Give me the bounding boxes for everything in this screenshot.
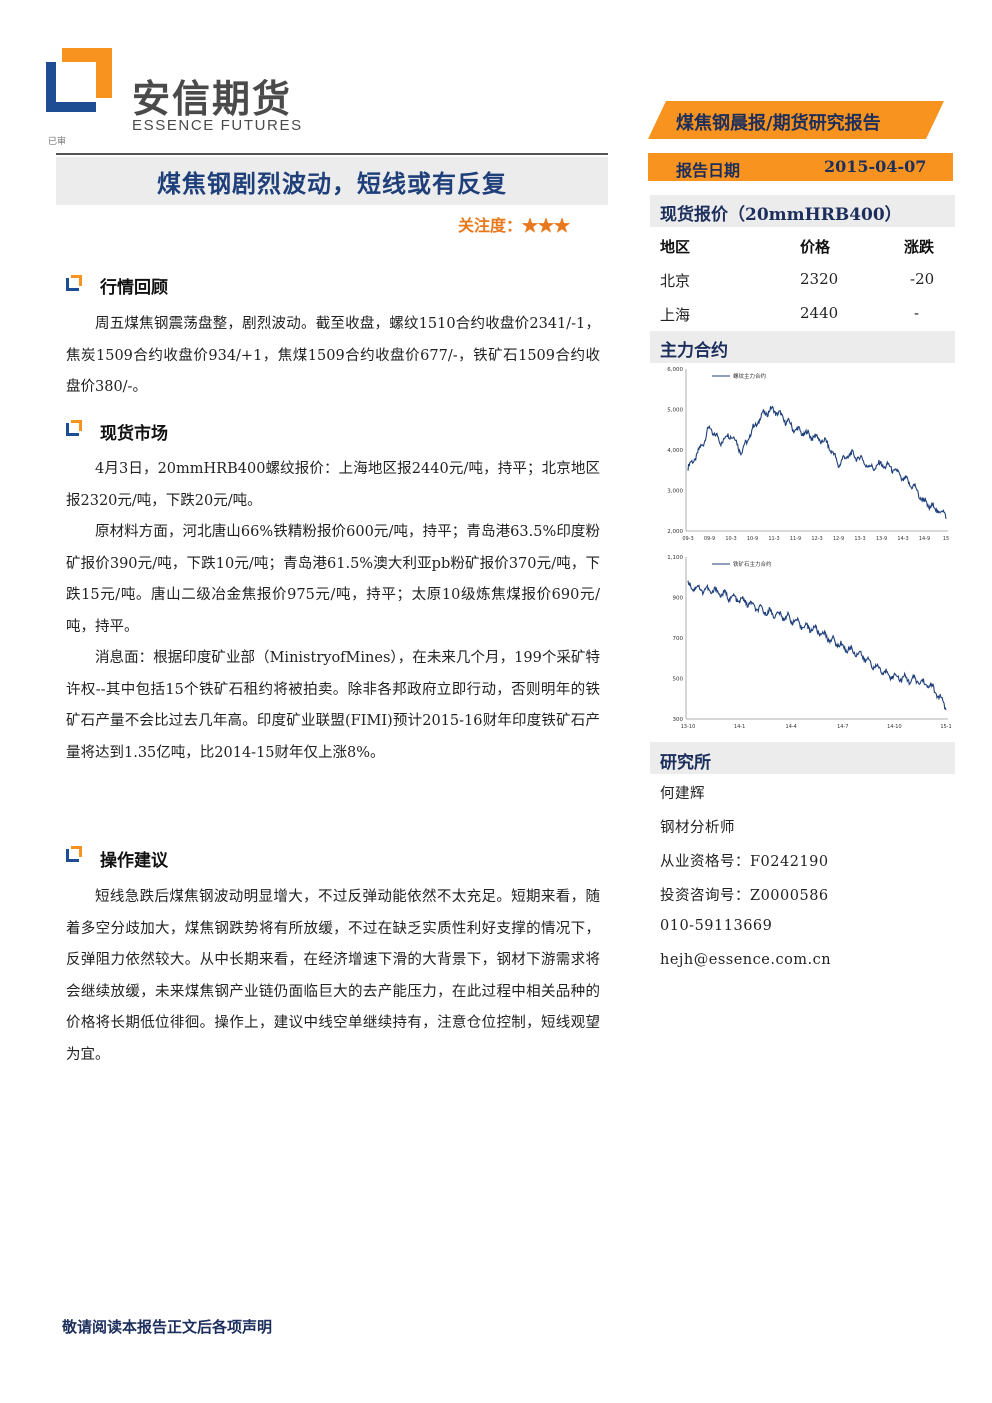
section-bullet-icon	[66, 420, 82, 436]
table-header-change: 涨跌	[904, 238, 935, 256]
attention-label: 关注度：	[458, 216, 523, 235]
review-mark: 已审	[48, 137, 67, 147]
section-bullet-icon	[66, 846, 82, 862]
chart-x-tick-label: 10-9	[747, 536, 758, 542]
chart-y-tick-label: 3,000	[667, 489, 683, 495]
spot-price-header-bar	[650, 195, 955, 227]
brand-name-en: ESSENCE FUTURES	[132, 117, 303, 134]
analyst-name: 何建辉	[660, 786, 705, 802]
chart-x-tick-label: 11-3	[768, 536, 779, 542]
chart-y-tick-label: 2,000	[667, 529, 683, 535]
table-header-region: 地区	[660, 238, 691, 256]
review-body: 周五煤焦钢震荡盘整，剧烈波动。截至收盘，螺纹1510合约收盘价2341/-1，焦…	[66, 309, 600, 404]
chart-x-tick-label: 14-10	[887, 724, 902, 730]
title-rule	[56, 153, 608, 155]
review-paragraph: 周五煤焦钢震荡盘整，剧烈波动。截至收盘，螺纹1510合约收盘价2341/-1，焦…	[66, 316, 600, 395]
brand-logo-icon	[46, 48, 112, 112]
advice-paragraph: 短线急跌后煤焦钢波动明显增大，不过反弹动能依然不太充足。短期来看，随着多空分歧加…	[66, 889, 600, 1063]
chart-x-tick-label: 11-9	[790, 536, 801, 542]
table-header-price: 价格	[800, 238, 831, 256]
institute-heading: 研究所	[660, 753, 711, 773]
chart-x-tick-label: 14-7	[837, 724, 848, 730]
chart-x-tick-label: 12-3	[811, 536, 822, 542]
section-heading-review: 行情回顾	[100, 278, 168, 298]
chart-series-line	[687, 580, 947, 711]
contracts-header-bar	[650, 331, 955, 363]
table-cell-change: -	[914, 304, 920, 322]
report-date-value: 2015-04-07	[824, 157, 927, 176]
chart-y-tick-label: 5,000	[667, 408, 683, 414]
rebar-contract-chart: 2,000 3,000 4,000 5,000 6,000 09-3 09-9 10-3 10-…	[667, 367, 949, 542]
chart-legend-label: 铁矿石主力合约	[733, 560, 772, 568]
chart-y-tick-label: 900	[673, 596, 684, 602]
spot-paragraph: 消息面：根据印度矿业部（MinistryofMines），在未来几个月，199个…	[66, 650, 600, 761]
iron-ore-contract-chart: 300 500 700 900 1,100 13-10 14-1 14-4 14-7 14-10 1…	[667, 555, 951, 730]
chart-y-tick-label: 6,000	[667, 367, 683, 373]
table-cell-price: 2440	[800, 304, 839, 322]
chart-series-line	[687, 405, 947, 519]
chart-x-tick-label: 13-10	[681, 724, 696, 730]
title-box	[56, 157, 608, 205]
report-tag-banner	[648, 101, 944, 139]
analyst-email[interactable]: hejh@essence.com.cn	[660, 952, 832, 968]
table-cell-region: 上海	[660, 306, 691, 324]
analyst-consult-number: 投资咨询号：Z0000586	[660, 888, 829, 904]
analyst-role: 钢材分析师	[660, 820, 735, 836]
analyst-phone: 010-59113669	[660, 918, 773, 934]
spot-price-heading: 现货报价（20mmHRB400）	[660, 205, 902, 225]
attention-rating: 关注度：★★★	[458, 212, 570, 236]
chart-x-tick-label: 14-4	[786, 724, 797, 730]
institute-header-bar	[650, 742, 955, 774]
chart-x-tick-label: 15	[943, 536, 949, 542]
analyst-license: 从业资格号：F0242190	[660, 854, 829, 870]
chart-y-tick-label: 4,000	[667, 448, 683, 454]
chart-x-tick-label: 14-3	[897, 536, 908, 542]
chart-x-tick-label: 12-9	[833, 536, 844, 542]
advice-body: 短线急跌后煤焦钢波动明显增大，不过反弹动能依然不太充足。短期来看，随着多空分歧加…	[66, 882, 600, 1071]
chart-y-tick-label: 700	[673, 636, 684, 642]
chart-x-tick-label: 09-3	[682, 536, 693, 542]
report-tag-text: 煤焦钢晨报/期货研究报告	[676, 113, 881, 134]
contracts-heading: 主力合约	[660, 341, 728, 361]
chart-x-tick-label: 10-3	[725, 536, 736, 542]
chart-y-tick-label: 500	[673, 677, 684, 683]
section-heading-spot: 现货市场	[100, 424, 168, 444]
section-heading-advice: 操作建议	[100, 851, 168, 871]
chart-y-tick-label: 1,100	[667, 555, 683, 561]
table-cell-region: 北京	[660, 272, 691, 290]
section-bullet-icon	[66, 275, 82, 291]
spot-body: 4月3日，20mmHRB400螺纹报价：上海地区报2440元/吨，持平；北京地区…	[66, 454, 600, 769]
chart-x-tick-label: 13-9	[876, 536, 887, 542]
spot-paragraph: 原材料方面，河北唐山66%铁精粉报价600元/吨，持平；青岛港63.5%印度粉矿…	[66, 524, 600, 635]
spot-paragraph: 4月3日，20mmHRB400螺纹报价：上海地区报2440元/吨，持平；北京地区…	[66, 461, 600, 509]
chart-x-tick-label: 13-3	[854, 536, 865, 542]
chart-x-tick-label: 15-1	[940, 724, 951, 730]
chart-x-tick-label: 14-9	[919, 536, 930, 542]
chart-y-tick-label: 300	[673, 717, 684, 723]
attention-stars: ★★★	[522, 216, 571, 235]
chart-x-tick-label: 14-1	[734, 724, 745, 730]
report-date-bar	[648, 153, 953, 181]
chart-legend-label: 螺纹主力合约	[733, 372, 767, 380]
disclaimer-note: 敬请阅读本报告正文后各项声明	[62, 1318, 273, 1336]
page-title: 煤焦钢剧烈波动，短线或有反复	[157, 169, 507, 198]
brand-name-cn: 安信期货	[132, 77, 293, 121]
chart-x-tick-label: 09-9	[704, 536, 715, 542]
table-cell-price: 2320	[800, 270, 839, 288]
report-date-label: 报告日期	[676, 161, 741, 180]
table-cell-change: -20	[910, 270, 935, 288]
